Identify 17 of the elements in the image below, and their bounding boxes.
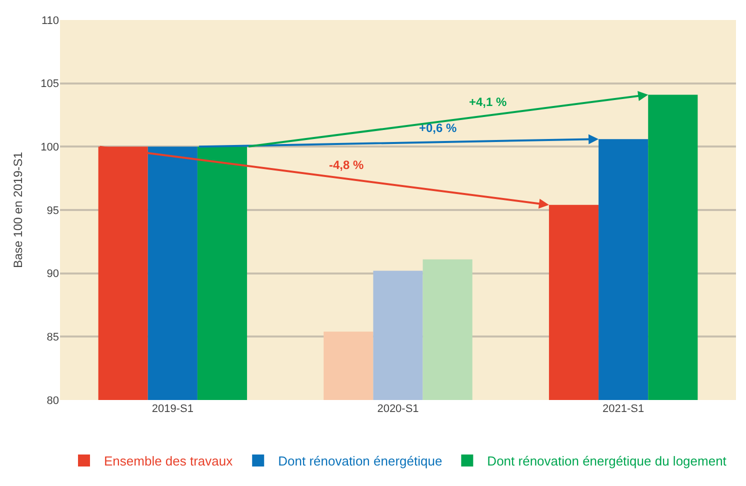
x-tick-label: 2020-S1 [377,403,419,415]
y-tick-label: 90 [46,268,59,280]
y-axis-title: Base 100 en 2019-S1 [10,152,25,268]
annotation: +4,1 % [469,95,508,109]
legend-label: Dont rénovation énergétique [278,454,442,469]
annotation: -4,8 % [329,158,364,172]
annotation: +0,6 % [419,121,458,135]
y-tick-label: 105 [40,78,59,90]
legend-label: Dont rénovation énergétique du logement [487,454,727,469]
legend-label: Ensemble des travaux [104,454,234,469]
y-tick-label: 95 [46,204,59,217]
x-tick-label: 2019-S1 [152,403,194,415]
y-tick-label: 100 [40,142,59,154]
x-tick-label: 2021-S1 [602,403,644,415]
y-tick-label: 110 [41,14,59,27]
y-tick-label: 80 [46,394,59,407]
y-tick-label: 85 [46,332,59,344]
